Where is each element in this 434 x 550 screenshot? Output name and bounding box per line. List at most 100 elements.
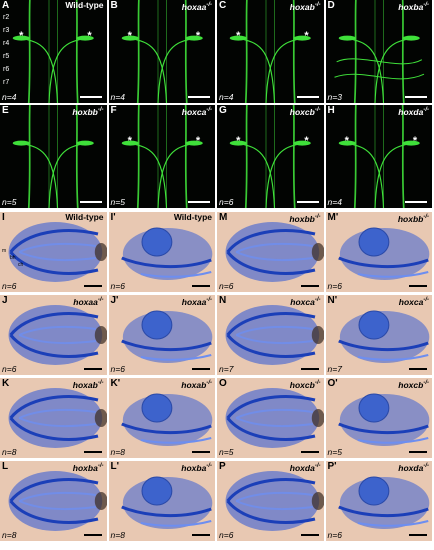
genotype-label: hoxda-/- [290, 461, 321, 474]
jaw [120, 256, 212, 268]
genotype-name: hoxcb [289, 106, 315, 117]
genotype-superscript: -/- [423, 463, 429, 469]
panel-label: N [219, 295, 227, 306]
jaw [337, 422, 429, 434]
arch [357, 437, 429, 444]
ceratohyal-upper [226, 395, 316, 419]
genotype-label: Wild-type [65, 212, 103, 223]
jaw [337, 256, 429, 268]
genotype-label: hoxab-/- [290, 0, 321, 13]
left-tract [353, 0, 357, 103]
eye [357, 227, 389, 257]
genotype-label: hoxca-/- [290, 295, 320, 308]
axon-image [229, 105, 311, 208]
genotype-label: Wild-type [174, 212, 212, 223]
sample-count: n=3 [327, 92, 342, 102]
mauthner-star: * [304, 134, 309, 147]
genotype-label: Wild-type [65, 0, 103, 11]
axon-right [48, 143, 82, 208]
fluorescent-panel-A: A Wild-type r2 r3 r4 r5 r6 r7 * * n=4 [0, 0, 107, 103]
axon-image [229, 0, 311, 103]
cartilage-image [120, 227, 212, 280]
panel-label: M [219, 212, 228, 223]
genotype-name: Wild-type [173, 212, 212, 222]
genotype-label: hoxca-/- [182, 105, 212, 118]
eye [140, 227, 172, 257]
sample-count: n=8 [110, 530, 125, 540]
scale-bar [405, 96, 427, 98]
arch [235, 243, 313, 253]
sample-count: n=8 [2, 530, 17, 540]
pigment [311, 492, 324, 510]
left-tract [27, 105, 31, 208]
arch [357, 520, 429, 527]
genotype-superscript: -/- [314, 297, 321, 303]
genotype-name: hoxab [289, 1, 315, 12]
genotype-label: hoxab-/- [73, 378, 104, 391]
cartilage-image [337, 310, 429, 363]
panel-label: L' [110, 461, 120, 472]
scale-bar [296, 201, 319, 203]
scale-bar [300, 534, 319, 536]
genotype-label: hoxab-/- [181, 378, 212, 391]
axon-right [373, 38, 407, 103]
genotype-label: hoxbb-/- [72, 105, 103, 118]
cartilage-image [120, 393, 212, 446]
left-tract [136, 105, 140, 208]
genotype-name: hoxab [72, 379, 98, 390]
mauthner-star: * [304, 29, 309, 42]
genotype-label: hoxca-/- [399, 295, 429, 308]
genotype-superscript: -/- [206, 463, 212, 469]
scale-bar [409, 285, 427, 287]
scale-bar [409, 368, 427, 370]
ceratohyal-upper [226, 478, 316, 502]
mauthner-star: * [236, 134, 241, 147]
rhombomere-label: r6 [3, 66, 10, 73]
jaw [120, 339, 212, 351]
left-tract [27, 0, 31, 103]
axon-right [156, 38, 190, 103]
scale-bar [79, 96, 102, 98]
sample-count: n=6 [219, 530, 234, 540]
arch [235, 334, 313, 344]
genotype-label: hoxba-/- [398, 0, 429, 13]
scale-bar [192, 451, 210, 453]
cartilage-image [8, 305, 107, 365]
arch [18, 251, 96, 261]
eye [140, 393, 172, 423]
genotype-superscript: -/- [314, 2, 321, 8]
genotype-label: hoxaa-/- [73, 295, 103, 308]
panel-label: C [219, 0, 227, 11]
axon-right [373, 143, 407, 208]
panel-label: H [327, 105, 335, 116]
axon-left [350, 143, 384, 208]
genotype-name: hoxaa [73, 296, 98, 307]
axon-right [156, 143, 190, 208]
axon-left [25, 38, 59, 103]
arch [235, 409, 313, 419]
arch [140, 271, 212, 278]
scale-bar [300, 285, 319, 287]
sample-count: n=6 [2, 364, 17, 374]
right-tract [292, 0, 296, 103]
scale-bar [300, 368, 319, 370]
ceratohyal-lower [9, 500, 99, 524]
genotype-name: hoxda [398, 106, 424, 117]
mauthner-star: * [412, 134, 418, 147]
genotype-label: hoxaa-/- [182, 295, 212, 308]
ceratohyal-upper [226, 229, 316, 253]
left-tract [136, 0, 140, 103]
right-tract [75, 105, 79, 208]
pigment [94, 492, 107, 510]
panel-label: O' [327, 378, 338, 389]
cartilage-image [225, 222, 324, 282]
genotype-label: hoxbb-/- [289, 212, 320, 225]
jaw [120, 505, 212, 517]
genotype-superscript: -/- [314, 463, 321, 469]
arch [140, 354, 212, 361]
mauthner-star: * [195, 134, 201, 147]
